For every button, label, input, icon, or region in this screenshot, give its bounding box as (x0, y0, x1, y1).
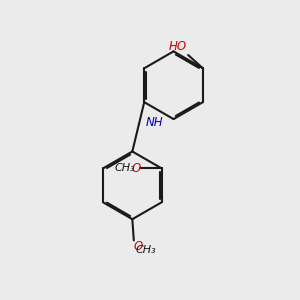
Text: HO: HO (169, 40, 187, 53)
Text: O: O (132, 162, 141, 175)
Text: NH: NH (146, 116, 163, 129)
Text: CH₃: CH₃ (136, 245, 157, 255)
Text: O: O (134, 240, 143, 254)
Text: CH₃: CH₃ (115, 164, 136, 173)
